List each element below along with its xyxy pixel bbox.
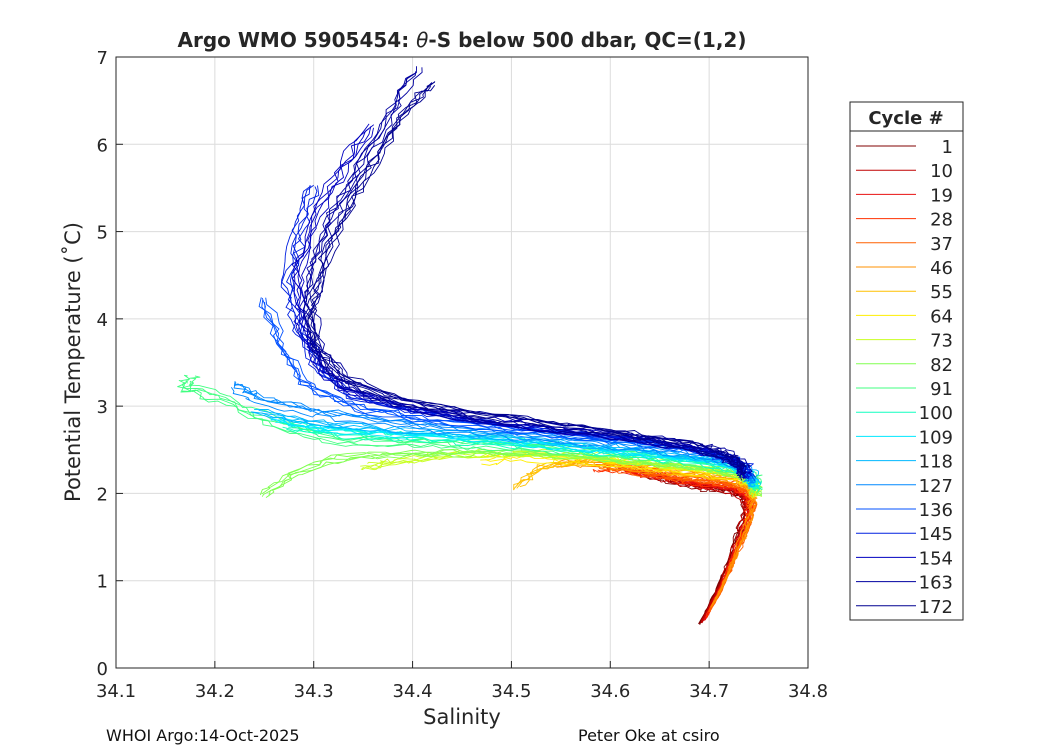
y-tick-label: 7 xyxy=(97,48,108,69)
title-theta: θ xyxy=(416,28,428,52)
legend-label: 46 xyxy=(930,258,953,279)
chart-title: Argo WMO 5905454: θ-S below 500 dbar, QC… xyxy=(178,28,747,52)
legend-label: 118 xyxy=(919,452,953,473)
legend-label: 55 xyxy=(930,282,953,303)
series-line-cycle-64 xyxy=(481,458,756,499)
legend-label: 1 xyxy=(942,137,953,158)
x-tick-label: 34.3 xyxy=(294,681,334,702)
series-line-cycle-172 xyxy=(306,82,743,472)
series-line-cycle-172 xyxy=(309,85,746,475)
x-tick-label: 34.7 xyxy=(689,681,729,702)
footer-right: Peter Oke at csiro xyxy=(578,726,720,745)
x-tick-label: 34.4 xyxy=(393,681,433,702)
y-tick-label: 4 xyxy=(97,310,108,331)
series-line-cycle-154 xyxy=(299,124,751,478)
legend-label: 28 xyxy=(930,210,953,231)
legend-entries: 1 10 19 28 37 46 55 64 73 82 91 100 109 118 127 136 145 1… xyxy=(856,137,953,618)
legend-label: 145 xyxy=(919,524,953,545)
legend: Cycle # 1 10 19 28 37 46 55 64 73 82 91 100 109 118 12… xyxy=(849,101,964,621)
legend-label: 127 xyxy=(919,476,953,497)
legend-label: 10 xyxy=(930,161,953,182)
x-tick-label: 34.2 xyxy=(195,681,235,702)
legend-label: 82 xyxy=(930,355,953,376)
series-line-cycle-145 xyxy=(289,185,756,478)
series-line-cycle-154 xyxy=(293,128,746,479)
legend-label: 172 xyxy=(919,597,953,618)
y-tick-label: 6 xyxy=(97,135,108,156)
x-tick-label: 34.8 xyxy=(788,681,828,702)
plot-area xyxy=(116,57,808,668)
legend-label: 100 xyxy=(919,403,953,424)
y-tick-label: 1 xyxy=(97,572,108,593)
legend-label: 19 xyxy=(930,185,953,206)
y-tick-label: 5 xyxy=(97,223,108,244)
y-tick-label: 3 xyxy=(97,397,108,418)
series-line-cycle-163 xyxy=(303,72,745,479)
legend-label: 109 xyxy=(919,427,953,448)
plot-frame xyxy=(115,56,809,669)
series-line-cycle-145 xyxy=(289,186,754,478)
x-tick-label: 34.1 xyxy=(96,681,136,702)
y-tick-label: 2 xyxy=(97,484,108,505)
y-tick-label: 0 xyxy=(97,659,108,680)
series-group xyxy=(177,66,763,625)
x-tick-label: 34.5 xyxy=(491,681,531,702)
footer-left: WHOI Argo:14-Oct-2025 xyxy=(106,726,300,745)
series-line-cycle-163 xyxy=(302,73,743,481)
legend-label: 64 xyxy=(930,306,953,327)
title-suffix: -S below 500 dbar, QC=(1,2) xyxy=(428,28,746,52)
legend-label: 154 xyxy=(919,548,953,569)
title-prefix: Argo WMO 5905454: xyxy=(178,28,417,52)
x-tick-label: 34.6 xyxy=(590,681,630,702)
x-axis-label: Salinity xyxy=(423,705,501,729)
legend-title: Cycle # xyxy=(868,108,943,129)
y-axis-label: Potential Temperature (˚C) xyxy=(61,222,85,502)
series-line-cycle-136 xyxy=(265,297,757,479)
legend-label: 73 xyxy=(930,331,953,352)
legend-label: 136 xyxy=(919,500,953,521)
legend-label: 37 xyxy=(930,234,953,255)
axis-ticks: 34.1 34.2 34.3 34.4 34.5 34.6 34.7 34.8 0 1 2 3 4 5 6 7 xyxy=(96,48,828,702)
legend-label: 91 xyxy=(930,379,953,400)
legend-label: 163 xyxy=(919,573,953,594)
